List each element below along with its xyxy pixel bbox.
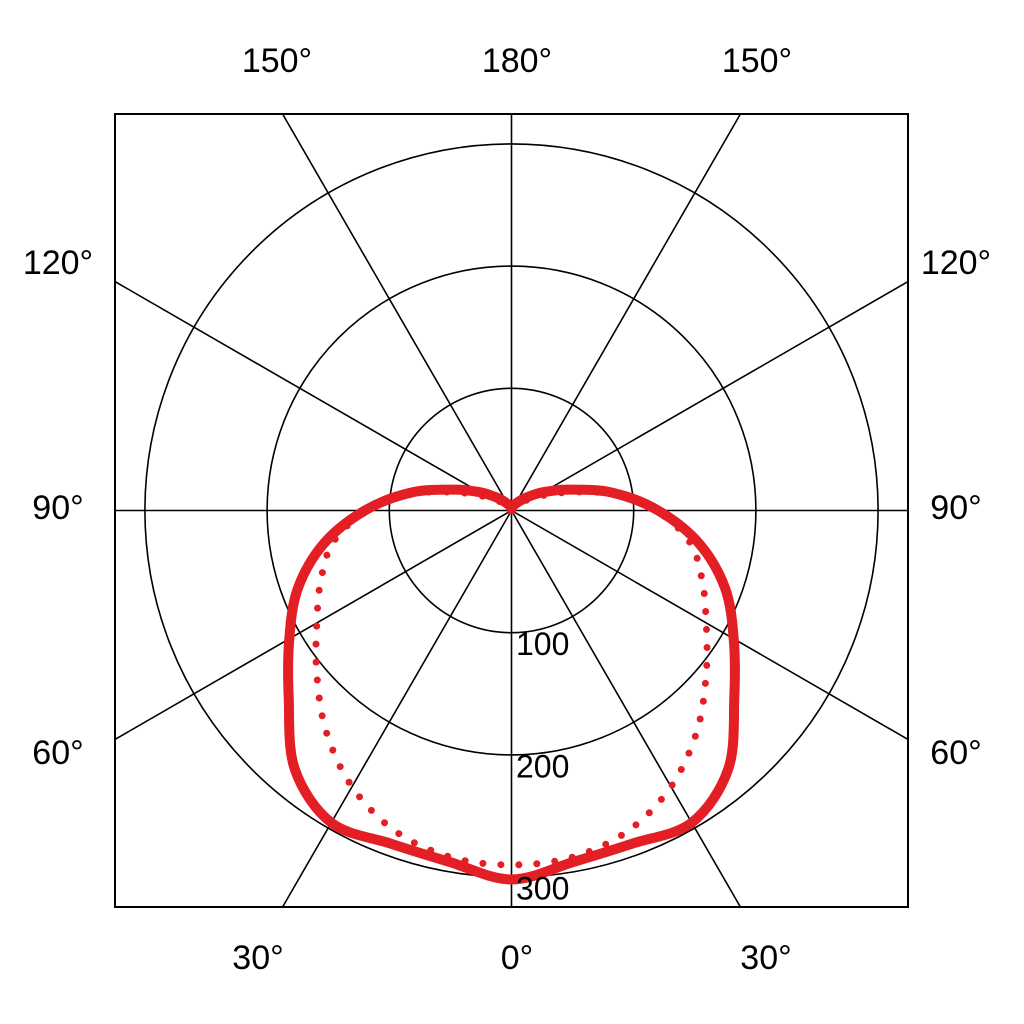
angle-label-top-left: 150° — [242, 42, 312, 80]
angle-label-top-right: 150° — [722, 42, 792, 80]
angle-label-bottom-right: 30° — [740, 939, 791, 977]
angle-label-left-1: 120° — [23, 244, 93, 282]
angle-label-right-1: 120° — [921, 244, 991, 282]
angle-label-bottom-left: 30° — [232, 939, 283, 977]
angle-label-left-3: 60° — [32, 734, 83, 772]
angle-label-right-3: 60° — [930, 734, 981, 772]
angle-label-right-2: 90° — [930, 489, 981, 527]
labels-layer: 150° 180° 150° 120° 120° 90° 90° 60° 60° 30° 0° 30°… — [23, 42, 991, 977]
radial-tick-label-200: 200 — [516, 748, 569, 784]
radial-tick-label-100: 100 — [516, 626, 569, 662]
angle-label-bottom: 0° — [501, 939, 534, 977]
radial-tick-label-300: 300 — [516, 871, 569, 907]
angle-label-left-2: 90° — [32, 489, 83, 527]
angle-label-top: 180° — [482, 42, 552, 80]
series-layer — [283, 484, 740, 885]
